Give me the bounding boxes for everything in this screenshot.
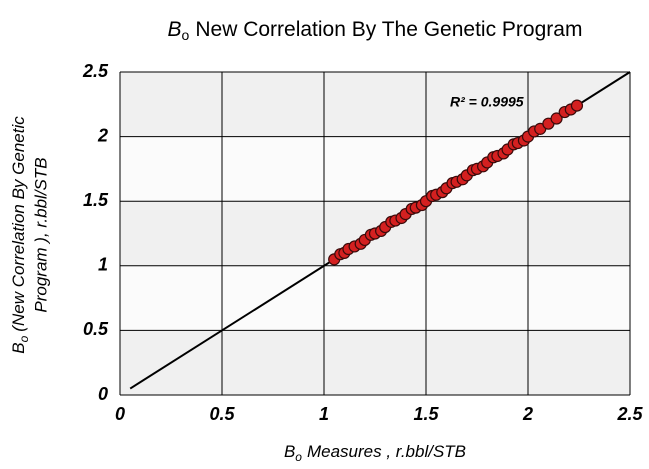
title-symbol: B (168, 18, 182, 41)
plot-area (119, 71, 631, 396)
x-label-subscript: o (295, 450, 302, 464)
x-tick-label: 1 (319, 404, 329, 424)
x-axis-label: Bo Measures , r.bbl/STB (284, 442, 466, 464)
y-tick-label: 0.5 (83, 319, 109, 339)
y-label-symbol: B (9, 342, 28, 353)
x-tick-label: 2 (522, 404, 533, 424)
chart-title: Bo New Correlation By The Genetic Program (168, 18, 583, 43)
x-label-text: Measures , r.bbl/STB (307, 442, 466, 461)
x-tick-label: 2.5 (616, 404, 643, 424)
x-tick-label: 0.5 (209, 404, 235, 424)
x-tick-label: 1.5 (413, 404, 439, 424)
title-text: New Correlation By The Genetic Program (195, 18, 582, 41)
y-tick-label: 2 (97, 125, 108, 145)
x-label-symbol: B (284, 442, 295, 461)
y-axis-label: Bo (New Correlation By Genetic Program ),… (9, 116, 50, 354)
grid-band (120, 330, 630, 395)
y-tick-label: 1.5 (83, 190, 109, 210)
title-subscript: o (182, 27, 190, 43)
x-tick-label: 0 (115, 404, 125, 424)
data-point (550, 112, 563, 125)
y-label-line: Program ), r.bbl/STB (31, 157, 50, 312)
data-point (570, 99, 584, 112)
y-tick-label: 0 (98, 384, 108, 404)
y-label-text: (New Correlation By Genetic (9, 116, 28, 332)
annotation: R² = 0.9995 (450, 94, 524, 110)
y-label-subscript: o (17, 335, 31, 342)
y-label-line: Bo (New Correlation By Genetic (9, 116, 31, 354)
y-tick-label: 2.5 (82, 61, 109, 81)
y-tick-label: 1 (98, 255, 108, 275)
